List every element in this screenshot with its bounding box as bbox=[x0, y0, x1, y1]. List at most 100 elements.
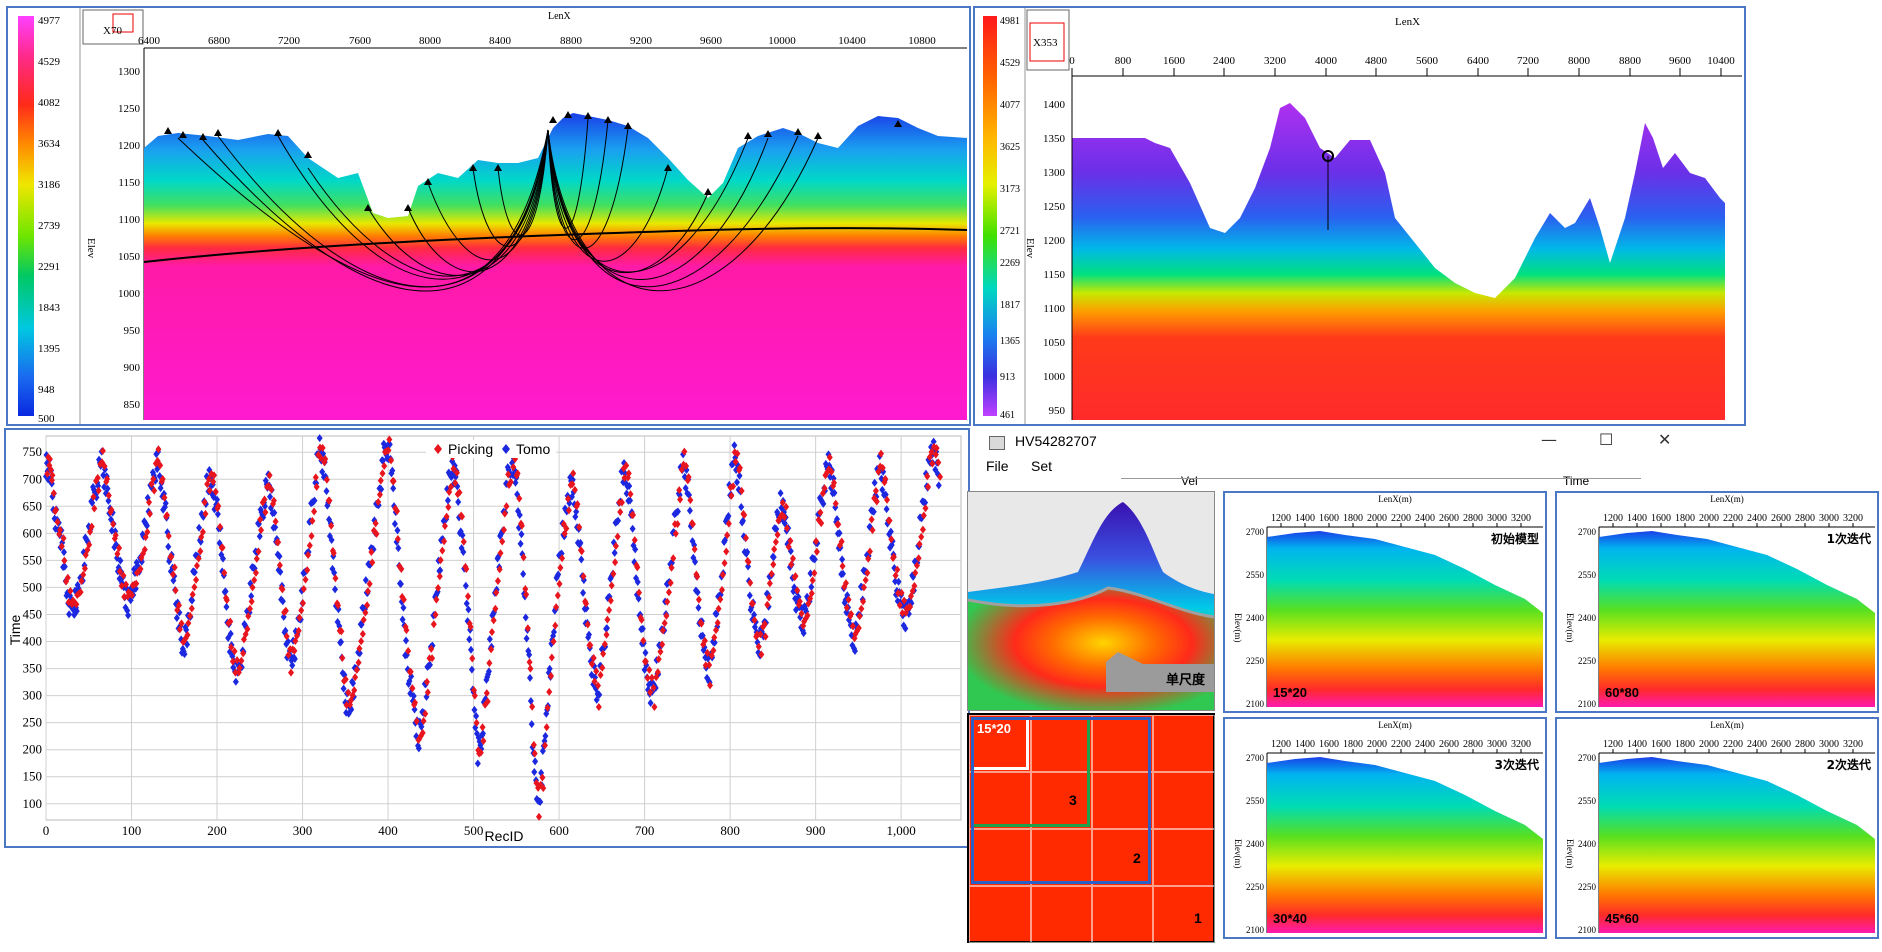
picking-point bbox=[919, 525, 926, 534]
tomo-point bbox=[800, 629, 807, 638]
tomo-point bbox=[580, 588, 587, 597]
picking-point bbox=[452, 479, 459, 488]
picking-point bbox=[704, 648, 711, 657]
x-tick: 2200 bbox=[1391, 739, 1411, 750]
picking-point bbox=[647, 688, 654, 697]
tomo-point bbox=[132, 584, 139, 593]
picking-point bbox=[606, 606, 613, 615]
tomo-point bbox=[791, 583, 798, 592]
tomo-point bbox=[905, 609, 912, 618]
x-tick: 4000 bbox=[1315, 55, 1338, 67]
y-tick: 2100 bbox=[1578, 925, 1597, 935]
picking-point bbox=[529, 702, 536, 711]
tomo-point bbox=[839, 569, 846, 578]
picking-point bbox=[201, 498, 208, 507]
tomo-point bbox=[66, 591, 73, 600]
x-tick: 2200 bbox=[1723, 739, 1743, 750]
x-tick: 3200 bbox=[1843, 513, 1863, 524]
picking-point bbox=[465, 592, 472, 601]
tomo-point bbox=[161, 489, 168, 498]
tomo-point bbox=[851, 647, 858, 656]
picking-point bbox=[447, 482, 454, 491]
iteration-panel-p2: LenX(m) 1200 1400 1600 1800 2000 2200 2400 2600 2… bbox=[1555, 491, 1879, 713]
y-tick: 950 bbox=[124, 325, 141, 337]
picking-point bbox=[589, 659, 596, 668]
picking-point bbox=[571, 485, 578, 494]
maximize-button[interactable]: ☐ bbox=[1599, 430, 1614, 449]
picking-point bbox=[175, 601, 182, 610]
x-tick: 800 bbox=[1115, 55, 1132, 67]
tomo-point bbox=[214, 510, 221, 519]
tomo-point bbox=[797, 613, 804, 622]
picking-point bbox=[116, 543, 123, 552]
picking-point bbox=[407, 667, 414, 676]
picking-point bbox=[176, 625, 183, 634]
iteration-grid-label: 15*20 bbox=[1273, 685, 1307, 700]
picking-point bbox=[668, 563, 675, 572]
picking-point bbox=[488, 645, 495, 654]
y-tick: 1100 bbox=[118, 214, 140, 226]
tomo-point bbox=[459, 531, 466, 540]
tomo-point bbox=[285, 637, 292, 646]
y-tick: 1000 bbox=[118, 288, 141, 300]
tomo-point bbox=[615, 516, 622, 525]
picking-point bbox=[884, 495, 891, 504]
tomo-point bbox=[411, 705, 418, 714]
picking-point bbox=[798, 609, 805, 618]
picking-point bbox=[259, 498, 266, 507]
tomo-point bbox=[277, 567, 284, 576]
close-button[interactable]: ✕ bbox=[1658, 430, 1672, 449]
picking-point bbox=[105, 491, 112, 500]
picking-point bbox=[366, 579, 373, 588]
picking-point bbox=[111, 534, 118, 543]
x-tick: 1200 bbox=[1603, 513, 1623, 524]
picking-point bbox=[664, 597, 671, 606]
picking-point bbox=[766, 579, 773, 588]
picking-point bbox=[758, 650, 765, 659]
y-tick: 2700 bbox=[1578, 527, 1597, 537]
tomo-point bbox=[516, 510, 523, 519]
tomo-point bbox=[101, 483, 108, 492]
y-tick: 1100 bbox=[1043, 303, 1065, 315]
tomo-point bbox=[593, 695, 600, 704]
picking-point bbox=[594, 681, 601, 690]
x-tick: 3200 bbox=[1511, 513, 1531, 524]
picking-point bbox=[723, 547, 730, 556]
picking-point bbox=[46, 454, 53, 463]
picking-point bbox=[503, 502, 510, 511]
picking-point bbox=[61, 556, 68, 565]
multiscale-grid-panel: 15*20 3 2 1 bbox=[967, 713, 1215, 943]
picking-point bbox=[574, 500, 581, 509]
picking-point bbox=[373, 529, 380, 538]
picking-point bbox=[770, 560, 777, 569]
picking-point bbox=[58, 542, 65, 551]
menu-file[interactable]: File bbox=[986, 458, 1009, 474]
picking-point bbox=[453, 468, 460, 477]
picking-point bbox=[413, 717, 420, 726]
picking-point bbox=[527, 664, 534, 673]
picking-point bbox=[727, 483, 734, 492]
colorbar-tick: 1395 bbox=[38, 343, 61, 355]
grid-level-1: 1 bbox=[1194, 910, 1202, 926]
tomo-point bbox=[331, 568, 338, 577]
minimize-button[interactable]: — bbox=[1541, 430, 1557, 449]
x-tick: 6400 bbox=[1467, 55, 1490, 67]
picking-point bbox=[469, 654, 476, 663]
picking-point bbox=[546, 687, 553, 696]
picking-point bbox=[563, 524, 570, 533]
menu-set[interactable]: Set bbox=[1031, 458, 1053, 474]
tomo-point bbox=[196, 523, 203, 532]
colorbar-tick: 2721 bbox=[1000, 226, 1020, 237]
picking-point bbox=[82, 550, 89, 559]
picking-point bbox=[868, 515, 875, 524]
x-tick: 2000 bbox=[1367, 513, 1387, 524]
tomo-point bbox=[629, 524, 636, 533]
picking-point bbox=[385, 446, 392, 455]
tomo-point bbox=[89, 498, 96, 507]
tomo-point bbox=[908, 599, 915, 608]
x-tick: 8800 bbox=[560, 35, 583, 47]
tomo-point bbox=[930, 437, 937, 446]
picking-point bbox=[689, 520, 696, 529]
picking-point bbox=[114, 549, 121, 558]
tomo-point bbox=[279, 597, 286, 606]
